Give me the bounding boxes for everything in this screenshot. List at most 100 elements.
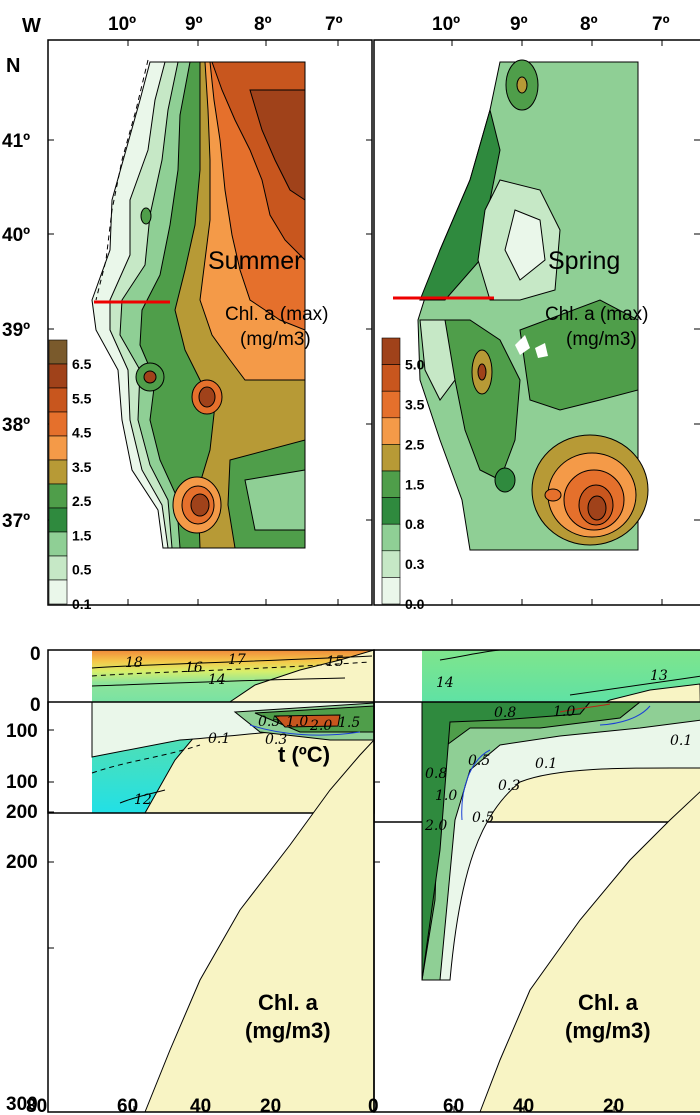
summer-chl-contour-05: 0.5 [258,714,280,730]
legend-spring-swatch-5 [381,470,401,498]
legend-summer-label-0: 6.5 [72,356,92,372]
spring-chl-contour-03: 0.3 [498,778,520,794]
lon-label-summer-8: 8º [254,14,272,35]
summer-temp-contour-16: 16 [185,660,203,676]
spring-temp-contour-13a: 13 [650,668,668,684]
legend-spring-swatch-2 [381,390,401,419]
dist-label-20: 20 [260,1096,281,1115]
spring-chl-contour-08: 0.8 [494,705,516,721]
spring-chl-contour-01a: 0.1 [670,733,692,749]
legend-summer: 6.5 5.5 4.5 3.5 2.5 1.5 0.5 0.1 [48,339,92,612]
summer-chl-label-2: (mg/m3) [245,1018,331,1043]
legend-summer-label-6: 0.5 [72,562,92,578]
dist-label-60: 60 [117,1096,138,1115]
spring-chl-contour-20: 2.0 [424,818,447,834]
dist-label-80: 80 [26,1096,47,1115]
map-summer [91,59,306,549]
corner-n-label: N [6,55,20,77]
summer-title: Summer [208,247,302,275]
dist-label-40: 40 [190,1096,211,1115]
legend-spring-swatch-9 [381,577,401,605]
depth-label-chl-0: 0 [30,695,41,716]
lat-label-41: 41º [2,131,30,152]
legend-spring-label-4: 0.8 [405,516,425,532]
legend-summer-swatch-3 [48,411,68,437]
spring-chl-contour-05a: 0.5 [468,753,490,769]
legend-spring-label-1: 3.5 [405,397,425,413]
summer-chl-contour-15: 1.5 [338,715,360,731]
map-spring-blob-small [544,488,562,502]
summer-temp-contour-17: 17 [228,652,246,668]
map-spring-blob-south-e [587,495,607,521]
map-spring [393,59,649,551]
map-summer-blob-4 [140,207,152,225]
lon-label-summer-10: 10º [108,14,136,35]
legend-spring-swatch-3 [381,417,401,445]
map-summer-shape-b11 [244,469,306,531]
legend-summer-swatch-0 [48,339,68,365]
legend-spring-label-0: 5.0 [405,357,425,373]
map-spring-shape-b7 [419,319,456,401]
section-tick-marks [48,729,615,1112]
spring-chl-contour-10b: 1.0 [435,788,457,804]
lon-label-summer-9: 9º [185,14,203,35]
map-spring-shape-b5 [439,319,521,481]
summer-subtitle-1: Chl. a (max) [225,304,328,325]
map-summer-blob-1b [143,370,157,384]
depth-label-temp-200: 200 [6,802,38,823]
legend-summer-swatch-7 [48,507,68,533]
summer-chl-label-1: Chl. a [258,990,319,1015]
map-summer-frame [47,39,373,606]
map-spring-island-2 [535,343,548,358]
spring-title: Spring [548,247,620,275]
legend-summer-swatch-4 [48,435,68,461]
spring-chl-label-2: (mg/m3) [565,1018,651,1043]
map-summer-shape-b9 [249,89,306,201]
legend-spring-label-6: 0.0 [405,596,425,612]
legend-summer-label-7: 0.1 [72,596,92,612]
legend-summer-swatch-5 [48,459,68,485]
map-spring-island-1 [515,335,530,355]
summer-temp-contour-12: 12 [134,792,152,808]
legend-summer-swatch-8 [48,531,68,557]
legend-spring-swatch-1 [381,364,401,392]
map-summer-blob-3c [190,493,210,517]
legend-spring-label-5: 0.3 [405,556,425,572]
legend-spring-swatch-4 [381,444,401,472]
section-spring-chl-seabed [479,791,700,1113]
legend-spring: 5.0 3.5 2.5 1.5 0.8 0.3 0.0 [381,337,425,612]
lon-label-spring-10: 10º [432,14,460,35]
depth-label-chl-200: 200 [6,852,38,873]
legend-summer-swatch-9 [48,555,68,581]
legend-summer-swatch-1 [48,363,68,389]
summer-temp-contour-18: 18 [125,655,143,671]
dist-label-spring-60: 60 [443,1096,464,1115]
lat-label-38: 38º [2,415,30,436]
dist-label-spring-40: 40 [513,1096,534,1115]
legend-summer-swatch-6 [48,483,68,509]
summer-temp-contour-14: 14 [208,672,226,688]
legend-summer-label-5: 1.5 [72,527,92,543]
legend-summer-label-3: 3.5 [72,459,92,475]
legend-summer-swatch-10 [48,579,68,605]
spring-chl-contour-08b: 0.8 [425,766,447,782]
section-summer-chl [91,701,375,1113]
lat-label-37: 37º [2,511,30,532]
map-spring-blob-top-b [516,76,528,94]
spring-chl-label-1: Chl. a [578,990,639,1015]
map-summer-blob-2b [198,386,216,408]
map-spring-shape-b4 [504,209,546,281]
legend-summer-label-2: 4.5 [72,425,92,441]
legend-summer-label-1: 5.5 [72,390,92,406]
map-spring-shape-b6 [519,299,639,411]
spring-temp-contour-14: 14 [436,675,454,691]
legend-spring-swatch-6 [381,497,401,525]
legend-spring-swatch-0 [381,337,401,365]
map-spring-blob-mid-b [477,363,487,381]
spring-chl-contour-01b: 0.1 [535,756,557,772]
lat-label-40: 40º [2,225,30,246]
spring-chl-contour-10: 1.0 [553,704,575,720]
summer-chl-contour-20: 2.0 [309,718,332,734]
summer-chl-contour-03: 0.3 [265,732,287,748]
spring-chl-contour-05b: 0.5 [472,810,494,826]
